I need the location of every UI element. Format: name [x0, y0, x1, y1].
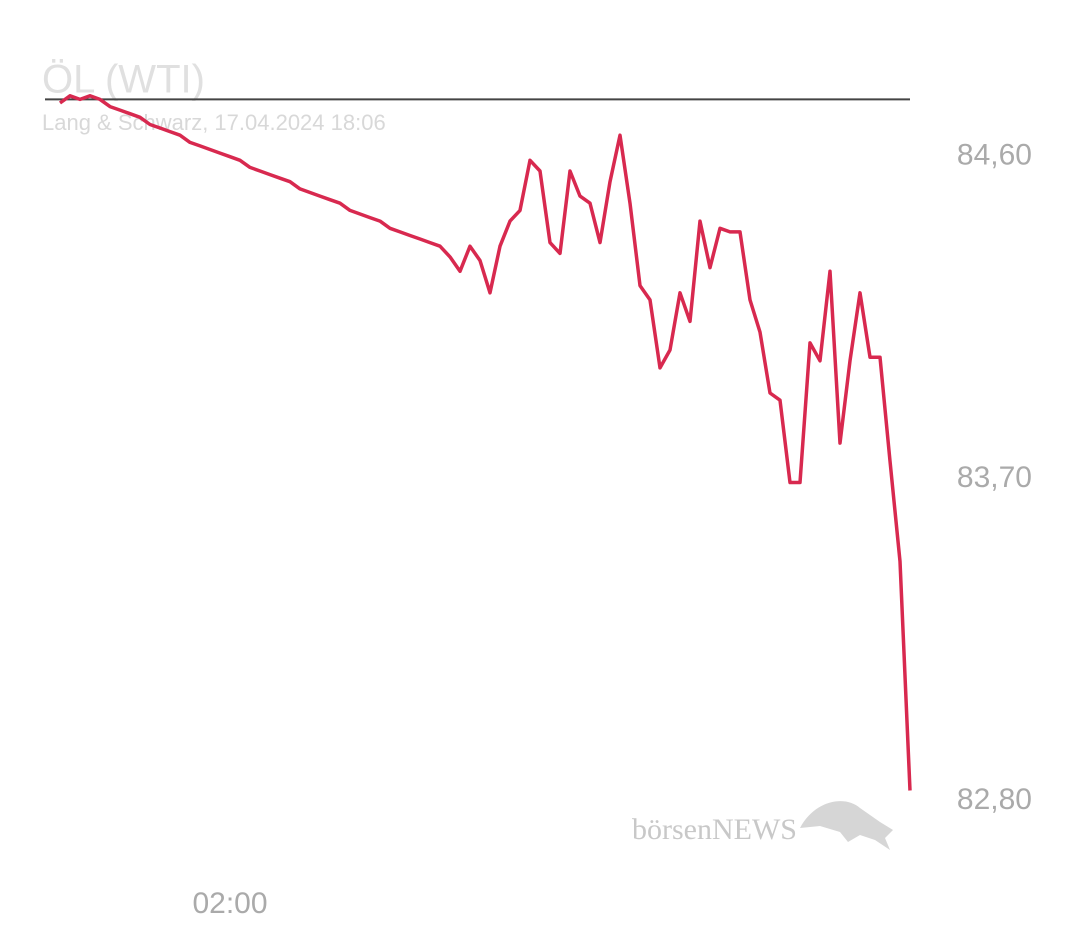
y-tick-label: 83,70: [957, 461, 1032, 494]
chart-subtitle: Lang & Schwarz, 17.04.2024 18:06: [42, 110, 386, 135]
x-tick-label: 02:00: [192, 887, 267, 920]
y-tick-label: 82,80: [957, 783, 1032, 816]
watermark-bull: [800, 801, 893, 850]
y-tick-label: 84,60: [957, 139, 1032, 172]
watermark: börsenNEWS: [632, 813, 797, 846]
chart-title: ÖL (WTI): [42, 58, 205, 102]
price-line: [58, 94, 912, 791]
